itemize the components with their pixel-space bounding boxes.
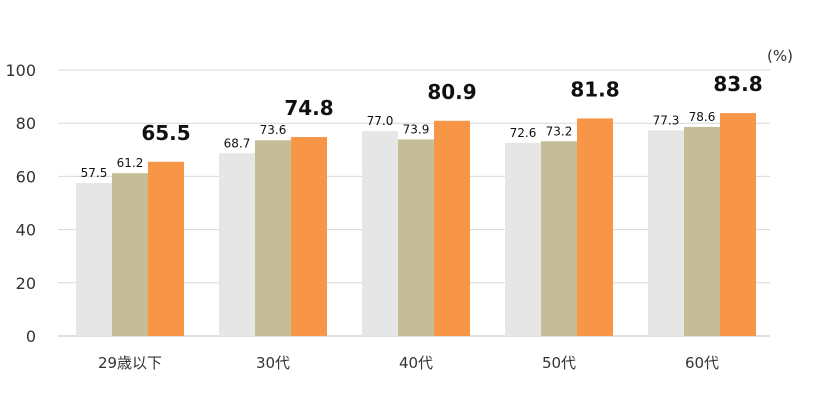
data-label: 78.6 <box>689 110 716 124</box>
bar <box>291 137 327 336</box>
data-label: 65.5 <box>141 121 190 145</box>
bar <box>541 141 577 336</box>
bar <box>648 130 684 336</box>
data-label: 61.2 <box>117 156 144 170</box>
x-tick-label: 50代 <box>542 354 576 372</box>
y-tick-label: 0 <box>26 327 36 346</box>
data-labels: 57.5 61.2 65.5 68.7 73.6 74.8 77.0 73.9 80.9 72.6… <box>81 72 763 180</box>
y-axis: 0 20 40 60 80 100 <box>5 61 36 346</box>
bar <box>398 139 434 336</box>
data-label: 77.0 <box>367 114 394 128</box>
data-label: 81.8 <box>570 77 619 101</box>
data-label: 73.2 <box>546 124 573 138</box>
x-tick-label: 29歳以下 <box>98 354 162 372</box>
bar <box>148 161 184 336</box>
data-label: 83.8 <box>713 72 762 96</box>
data-label: 73.6 <box>260 123 287 137</box>
data-label: 72.6 <box>510 126 537 140</box>
x-tick-label: 40代 <box>399 354 433 372</box>
bar <box>434 120 470 336</box>
data-label: 80.9 <box>427 80 476 104</box>
bars <box>76 113 756 336</box>
y-tick-label: 20 <box>16 274 36 293</box>
bar <box>362 131 398 336</box>
data-label: 68.7 <box>224 136 251 150</box>
unit-label: (%) <box>767 47 793 65</box>
bar <box>255 140 291 336</box>
data-label: 57.5 <box>81 166 108 180</box>
x-axis: 29歳以下 30代 40代 50代 60代 <box>98 354 719 372</box>
y-tick-label: 100 <box>5 61 36 80</box>
y-tick-label: 80 <box>16 114 36 133</box>
bar <box>684 126 720 336</box>
y-tick-label: 40 <box>16 221 36 240</box>
bar <box>720 113 756 336</box>
data-label: 74.8 <box>284 96 333 120</box>
data-label: 77.3 <box>653 113 680 127</box>
data-label: 73.9 <box>403 122 430 136</box>
y-tick-label: 60 <box>16 167 36 186</box>
x-tick-label: 60代 <box>685 354 719 372</box>
bar <box>577 118 613 336</box>
bar <box>76 183 112 336</box>
bar <box>219 153 255 336</box>
bar <box>112 173 148 336</box>
bar <box>505 142 541 336</box>
x-tick-label: 30代 <box>256 354 290 372</box>
